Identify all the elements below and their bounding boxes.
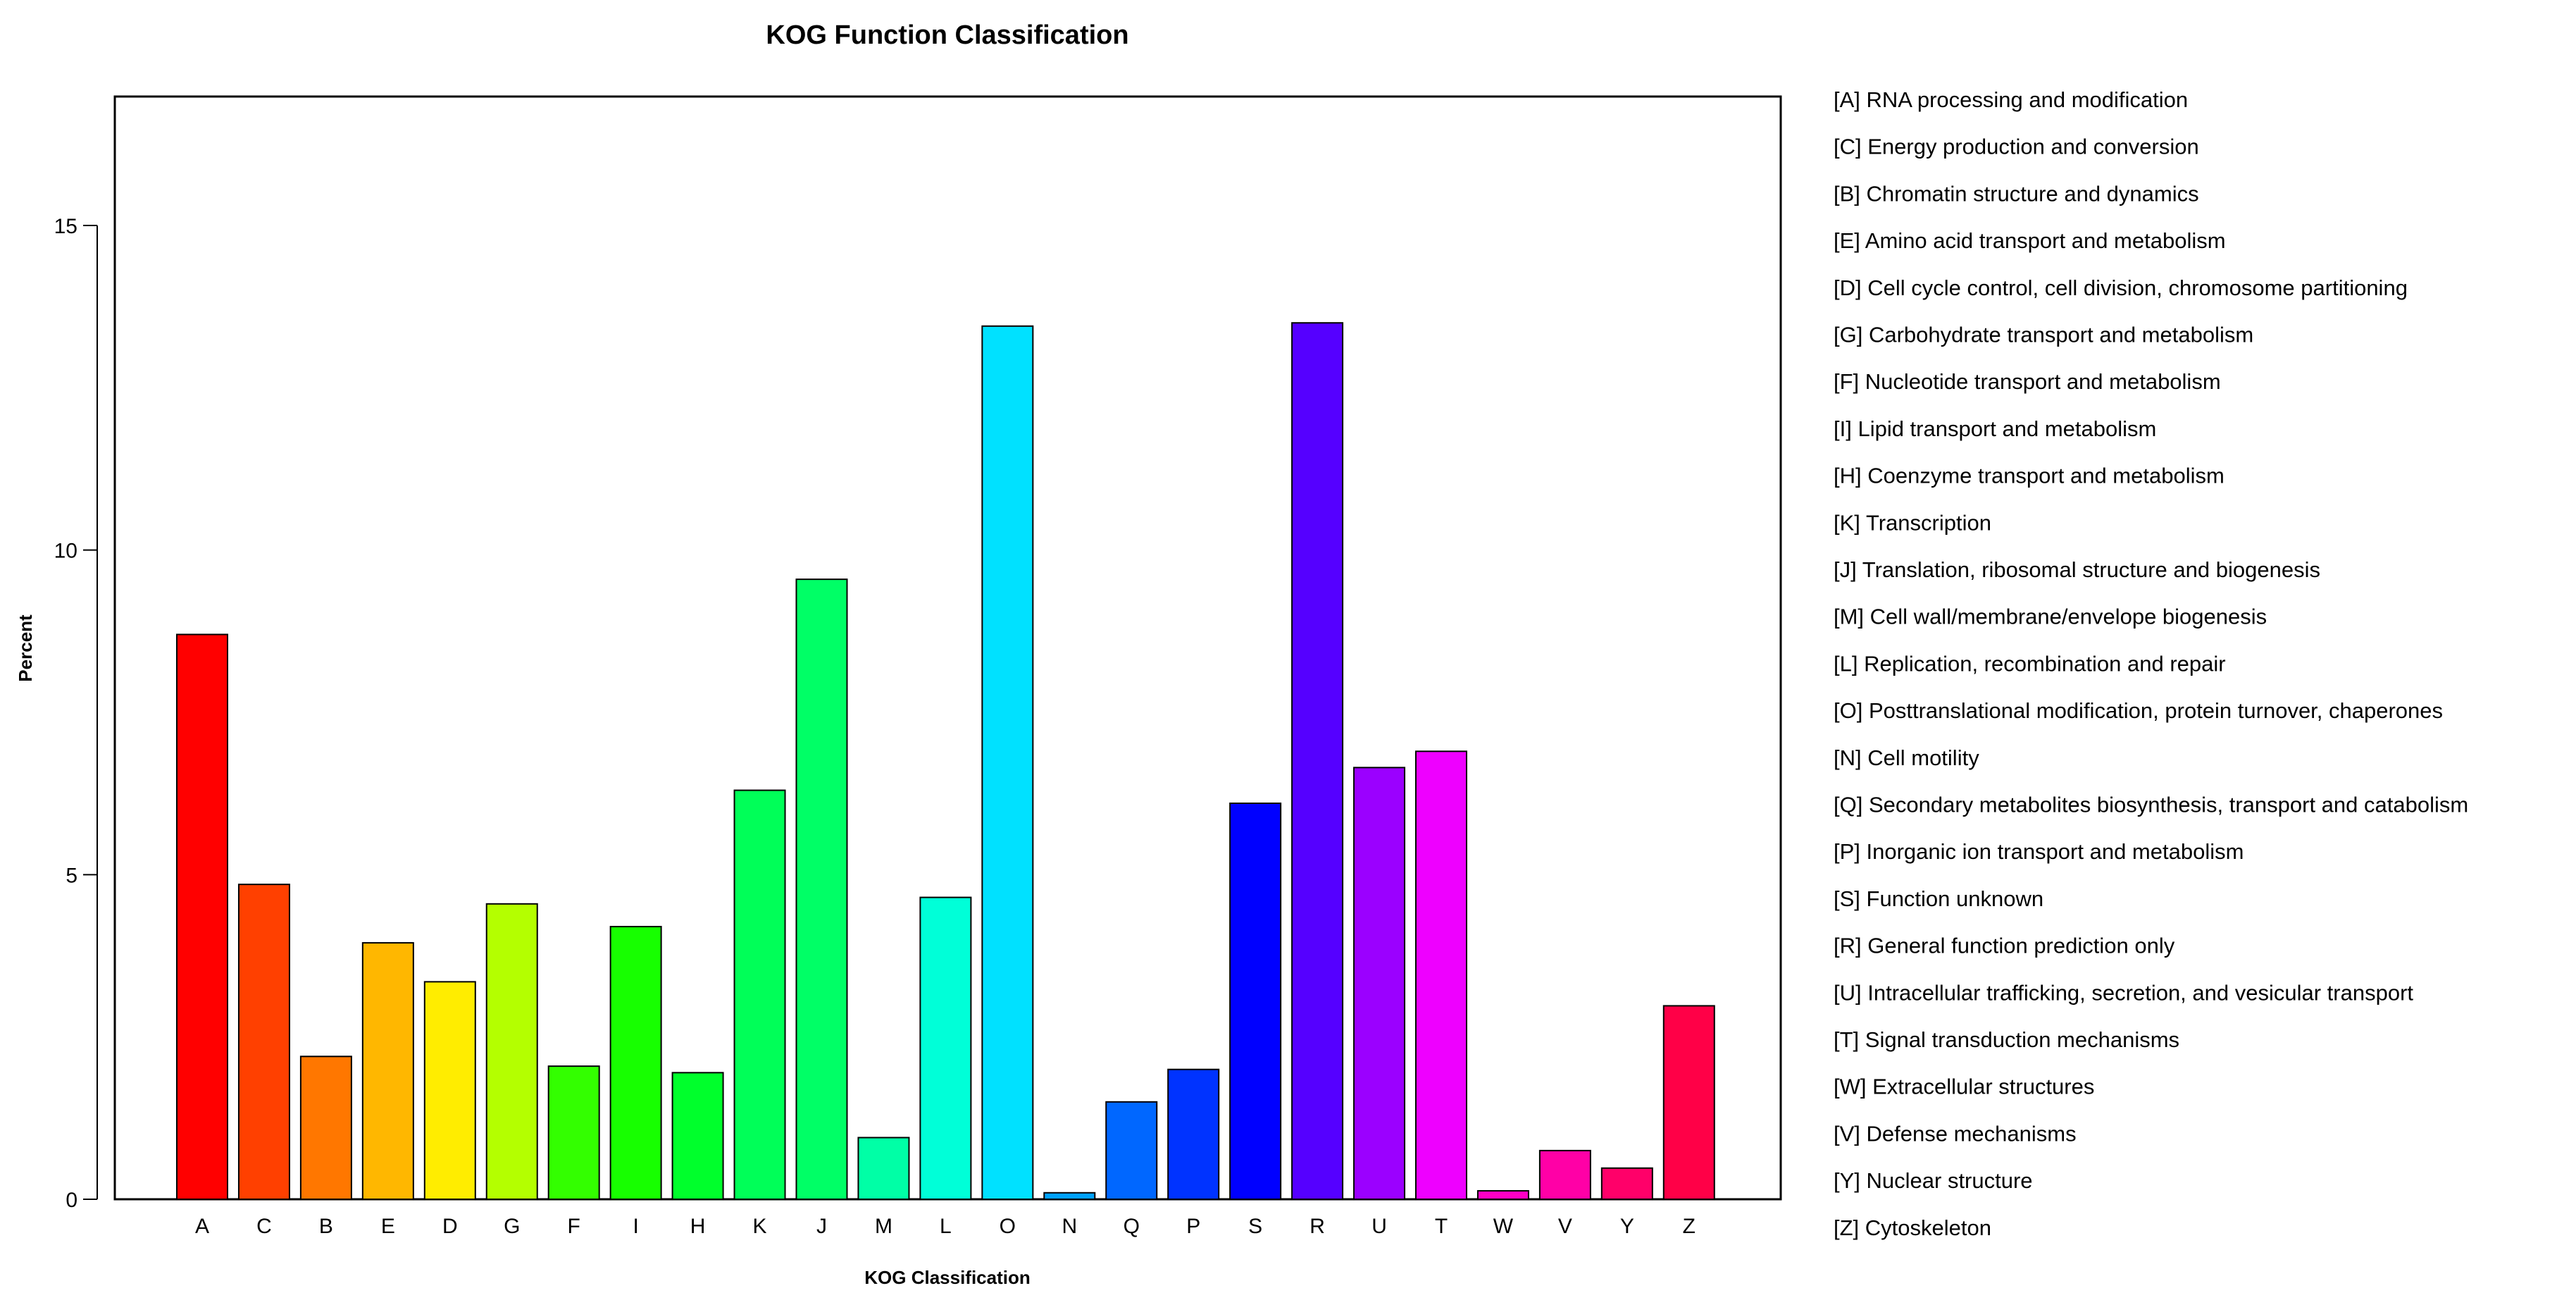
- x-axis-label: KOG Classification: [864, 1267, 1031, 1288]
- bar-K: [733, 789, 786, 1201]
- y-axis-label: Percent: [15, 614, 36, 682]
- legend-entry: [T] Signal transduction mechanisms: [1834, 1027, 2179, 1052]
- x-tick-label: S: [1248, 1215, 1262, 1238]
- bar-M: [857, 1137, 910, 1201]
- x-tick-label: D: [442, 1215, 458, 1238]
- bar-Q: [1105, 1101, 1158, 1201]
- bar-H: [671, 1072, 724, 1200]
- bar-V: [1538, 1149, 1591, 1201]
- bar-I: [609, 926, 662, 1201]
- x-tick-label: N: [1062, 1215, 1077, 1238]
- bar-J: [795, 578, 848, 1200]
- bar-O: [981, 325, 1034, 1201]
- bar-E: [361, 942, 414, 1201]
- bar-Y: [1600, 1167, 1653, 1200]
- legend-entry: [P] Inorganic ion transport and metaboli…: [1834, 839, 2244, 864]
- x-tick-label: G: [504, 1215, 520, 1238]
- x-tick-label: Z: [1683, 1215, 1695, 1238]
- legend-entry: [F] Nucleotide transport and metabolism: [1834, 369, 2221, 394]
- y-tick-label: 10: [54, 540, 77, 563]
- legend-entry: [V] Defense mechanisms: [1834, 1121, 2077, 1146]
- x-tick-label: K: [753, 1215, 767, 1238]
- y-axis: 0 5 10 15: [54, 215, 98, 1212]
- bar-B: [299, 1056, 352, 1200]
- legend-entry: [K] Transcription: [1834, 510, 1991, 535]
- legend-entry: [W] Extracellular structures: [1834, 1075, 2094, 1099]
- x-tick-label: V: [1558, 1215, 1572, 1238]
- bar-L: [919, 896, 972, 1200]
- bar-G: [485, 903, 538, 1200]
- legend-entry: [O] Posttranslational modification, prot…: [1834, 698, 2443, 723]
- y-tick-label: 0: [66, 1189, 77, 1212]
- chart-title: KOG Function Classification: [766, 20, 1128, 50]
- legend-entry: [N] Cell motility: [1834, 745, 1979, 770]
- x-tick-label: U: [1371, 1215, 1387, 1238]
- bars: [176, 322, 1715, 1201]
- bar-N: [1043, 1192, 1096, 1200]
- legend-entry: [H] Coenzyme transport and metabolism: [1834, 464, 2225, 488]
- x-tick-label: O: [1000, 1215, 1016, 1238]
- x-tick-label: A: [195, 1215, 209, 1238]
- legend: [A] RNA processing and modification [C] E…: [1834, 87, 2468, 1240]
- x-tick-label: W: [1493, 1215, 1514, 1238]
- x-tick-label: T: [1435, 1215, 1448, 1238]
- legend-entry: [R] General function prediction only: [1834, 934, 2175, 958]
- bar-Z: [1662, 1005, 1715, 1200]
- legend-entry: [E] Amino acid transport and metabolism: [1834, 228, 2226, 253]
- x-tick-label: I: [633, 1215, 638, 1238]
- legend-entry: [L] Replication, recombination and repai…: [1834, 651, 2226, 676]
- bar-F: [547, 1065, 600, 1201]
- legend-entry: [U] Intracellular trafficking, secretion…: [1834, 980, 2413, 1005]
- legend-entry: [I] Lipid transport and metabolism: [1834, 416, 2156, 441]
- x-tick-label: L: [940, 1215, 952, 1238]
- x-tick-label: P: [1186, 1215, 1200, 1238]
- bar-U: [1353, 767, 1406, 1200]
- bar-C: [237, 884, 290, 1200]
- x-tick-label: H: [690, 1215, 706, 1238]
- legend-entry: [J] Translation, ribosomal structure and…: [1834, 557, 2320, 582]
- x-tick-label: C: [256, 1215, 272, 1238]
- legend-entry: [A] RNA processing and modification: [1834, 87, 2188, 112]
- x-tick-label: B: [319, 1215, 333, 1238]
- bar-T: [1415, 750, 1467, 1200]
- legend-entry: [D] Cell cycle control, cell division, c…: [1834, 276, 2408, 300]
- y-tick-label: 5: [66, 864, 77, 887]
- x-tick-label: F: [568, 1215, 580, 1238]
- legend-entry: [Z] Cytoskeleton: [1834, 1215, 1991, 1240]
- legend-entry: [G] Carbohydrate transport and metabolis…: [1834, 323, 2253, 347]
- legend-entry: [Y] Nuclear structure: [1834, 1168, 2033, 1193]
- bar-W: [1476, 1190, 1529, 1201]
- legend-entry: [M] Cell wall/membrane/envelope biogenes…: [1834, 605, 2267, 629]
- bar-S: [1229, 802, 1282, 1200]
- bar-A: [176, 633, 228, 1200]
- y-tick-label: 15: [54, 215, 77, 238]
- legend-entry: [S] Function unknown: [1834, 886, 2043, 911]
- x-tick-label: Y: [1620, 1215, 1634, 1238]
- legend-entry: [C] Energy production and conversion: [1834, 135, 2199, 159]
- legend-entry: [Q] Secondary metabolites biosynthesis, …: [1834, 793, 2468, 817]
- bar-D: [423, 981, 476, 1201]
- x-tick-label: Q: [1124, 1215, 1140, 1238]
- x-tick-label: R: [1309, 1215, 1325, 1238]
- legend-entry: [B] Chromatin structure and dynamics: [1834, 181, 2199, 206]
- bar-P: [1167, 1068, 1220, 1200]
- x-tick-label: M: [875, 1215, 892, 1238]
- x-tick-label: J: [816, 1215, 827, 1238]
- bar-R: [1291, 322, 1344, 1201]
- x-tick-label: E: [381, 1215, 395, 1238]
